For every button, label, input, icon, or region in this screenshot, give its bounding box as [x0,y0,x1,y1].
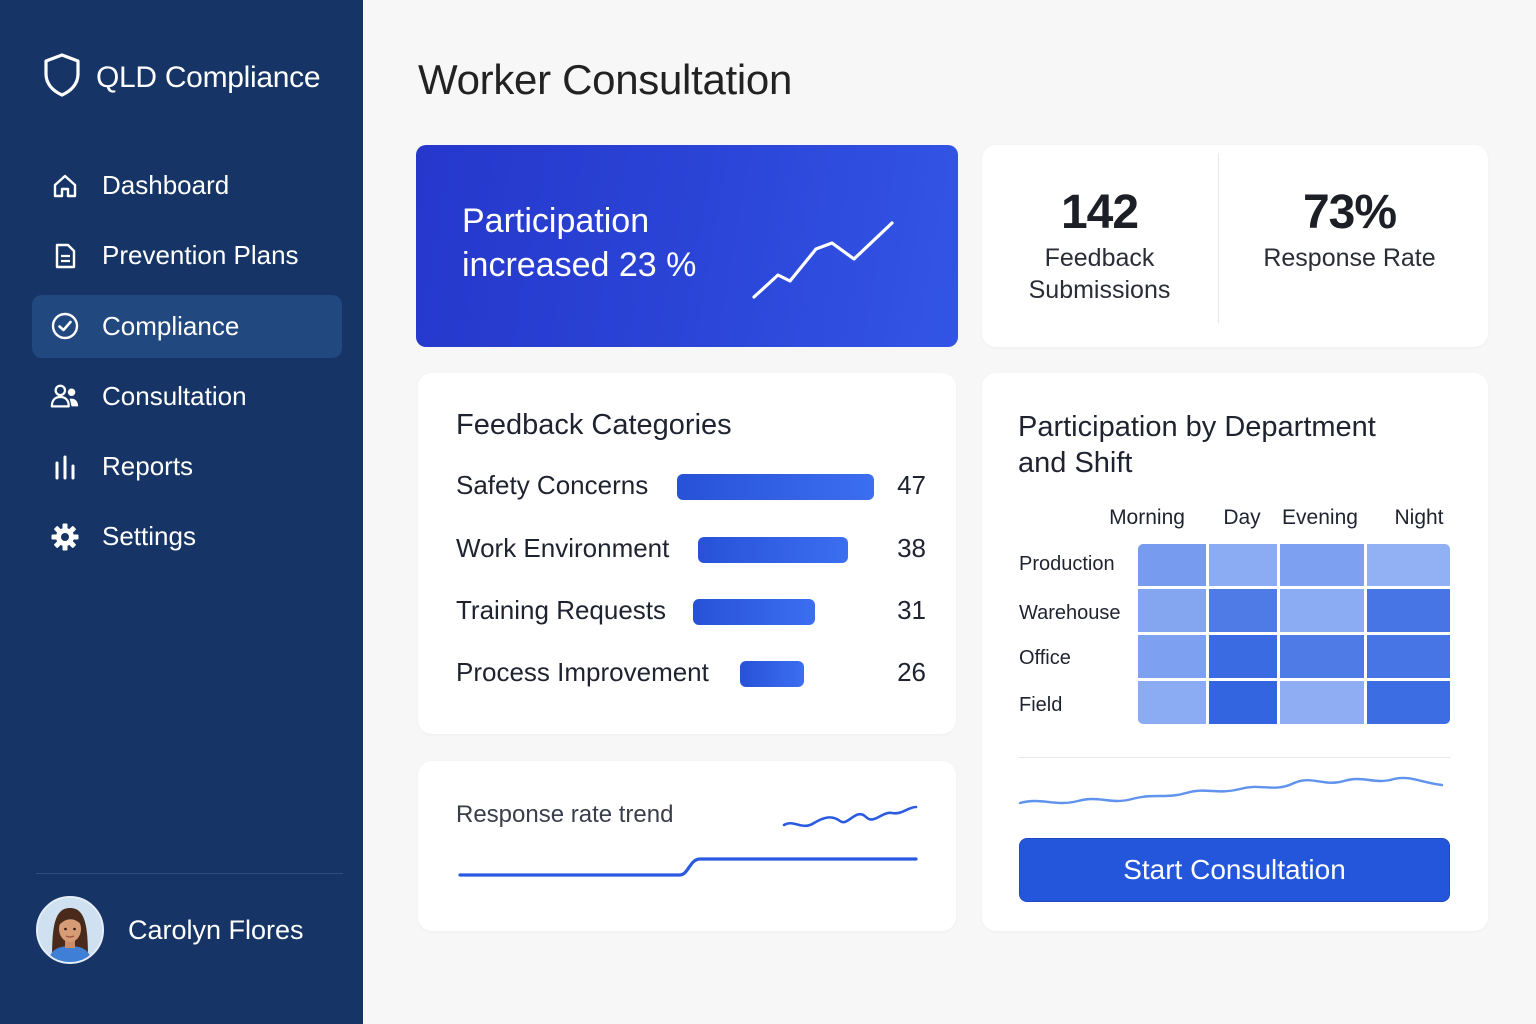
card-title-line-1: Participation by Department [1018,411,1376,443]
shift-label: Morning [1109,506,1185,529]
sidebar-item-label: Reports [102,451,194,482]
response-trend-card: Response rate trend [418,761,956,931]
heatmap-cell[interactable] [1367,589,1450,632]
category-row[interactable]: Training Requests 31 [456,591,926,631]
stat-value: 73% [1302,186,1397,239]
start-consultation-button[interactable]: Start Consultation [1019,838,1450,902]
stat-label: Response Rate [1263,244,1436,272]
brand[interactable]: QLD Compliance [42,52,321,103]
stat-divider [1218,153,1219,323]
trend-label: Response rate trend [456,801,674,828]
heatmap-cell[interactable] [1280,544,1364,586]
sidebar-nav: Dashboard Prevention Plans Compliance Co… [32,154,342,576]
response-rate-stat: 73% Response Rate [1232,185,1467,274]
sparkline-up-icon [752,221,894,299]
sidebar-divider [36,873,343,874]
heatmap-cell[interactable] [1280,681,1364,724]
card-title-line-2: and Shift [1018,447,1133,479]
sidebar-item-label: Consultation [102,380,247,411]
category-value: 26 [897,657,926,687]
hero-line-1: Participation [462,202,650,240]
department-label: Field [1019,694,1063,716]
category-value: 38 [897,533,926,563]
participation-highlight-text: Participation increased 23 % [462,199,696,287]
bar-chart-icon [50,452,80,482]
check-circle-icon [50,311,80,341]
document-icon [50,241,80,271]
response-trend-sparkline [458,805,918,877]
shift-label: Night [1394,506,1444,529]
category-bar [698,537,848,563]
stat-value: 142 [1060,186,1139,239]
heatmap-cell[interactable] [1138,635,1206,678]
brand-title: QLD Compliance [96,60,321,94]
gear-icon [50,522,80,552]
shift-label: Day [1223,506,1261,529]
user-name: Carolyn Flores [128,914,304,945]
department-label: Warehouse [1019,602,1121,624]
page-title: Worker Consultation [418,56,793,103]
heatmap-cell[interactable] [1367,544,1450,586]
sidebar-item-label: Settings [102,521,196,552]
heatmap-cell[interactable] [1209,544,1277,586]
user-profile[interactable]: Carolyn Flores [36,896,304,964]
category-label: Training Requests [456,595,667,625]
avatar[interactable] [36,896,104,964]
shift-label: Evening [1282,506,1358,529]
sidebar-item-settings[interactable]: Settings [32,505,342,568]
stat-label: Feedback Submissions [982,242,1217,306]
category-row[interactable]: Safety Concerns 47 [456,466,926,506]
feedback-categories-card: Feedback Categories Safety Concerns 47 W… [418,373,956,734]
sidebar-item-label: Prevention Plans [102,240,299,271]
category-row[interactable]: Process Improvement 26 [456,653,926,693]
category-bar [677,474,874,500]
category-label: Work Environment [456,533,670,563]
heatmap-cell[interactable] [1367,635,1450,678]
category-label: Process Improvement [456,657,709,687]
sidebar-item-prevention-plans[interactable]: Prevention Plans [32,224,342,287]
home-icon [50,171,80,201]
department-label: Office [1019,647,1071,669]
hero-line-2: increased 23 % [462,246,697,284]
heatmap-cell[interactable] [1367,681,1450,724]
shield-icon [42,52,82,103]
sidebar-item-consultation[interactable]: Consultation [32,365,342,428]
sidebar: QLD Compliance Dashboard Prevention Plan… [0,0,363,1024]
card-title: Feedback Categories [456,409,732,441]
category-bar [693,599,815,625]
heatmap-cell[interactable] [1209,589,1277,632]
category-row[interactable]: Work Environment 38 [456,529,926,569]
sidebar-item-label: Dashboard [102,170,230,200]
users-icon [50,381,80,411]
heatmap-cell[interactable] [1209,681,1277,724]
heatmap-divider [1018,757,1450,758]
summary-stats-card: 142 Feedback Submissions 73% Response Ra… [982,145,1488,347]
heatmap-cell[interactable] [1209,635,1277,678]
stat-label-line-1: Feedback [1044,244,1155,272]
sidebar-item-label: Compliance [102,310,240,341]
department-label: Production [1019,553,1115,575]
category-value: 31 [897,595,926,625]
category-label: Safety Concerns [456,470,649,500]
heatmap-cell[interactable] [1138,681,1206,724]
stat-label-line-2: Submissions [1028,276,1171,304]
heatmap-cell[interactable] [1280,635,1364,678]
feedback-submissions-stat: 142 Feedback Submissions [982,185,1217,306]
card-title: Participation by Department and Shift [1018,409,1376,481]
heatmap-cell[interactable] [1138,544,1206,586]
sidebar-item-compliance[interactable]: Compliance [32,294,342,358]
participation-highlight-card: Participation increased 23 % [416,145,958,347]
category-bar [740,661,804,687]
heatmap-cell[interactable] [1280,589,1364,632]
category-value: 47 [897,470,926,500]
heatmap-cell[interactable] [1138,589,1206,632]
participation-wave-sparkline [1018,776,1444,805]
sidebar-item-dashboard[interactable]: Dashboard [32,154,342,217]
sidebar-item-reports[interactable]: Reports [32,435,342,498]
department-shift-heatmap-card: Participation by Department and Shift Mo… [982,373,1488,931]
